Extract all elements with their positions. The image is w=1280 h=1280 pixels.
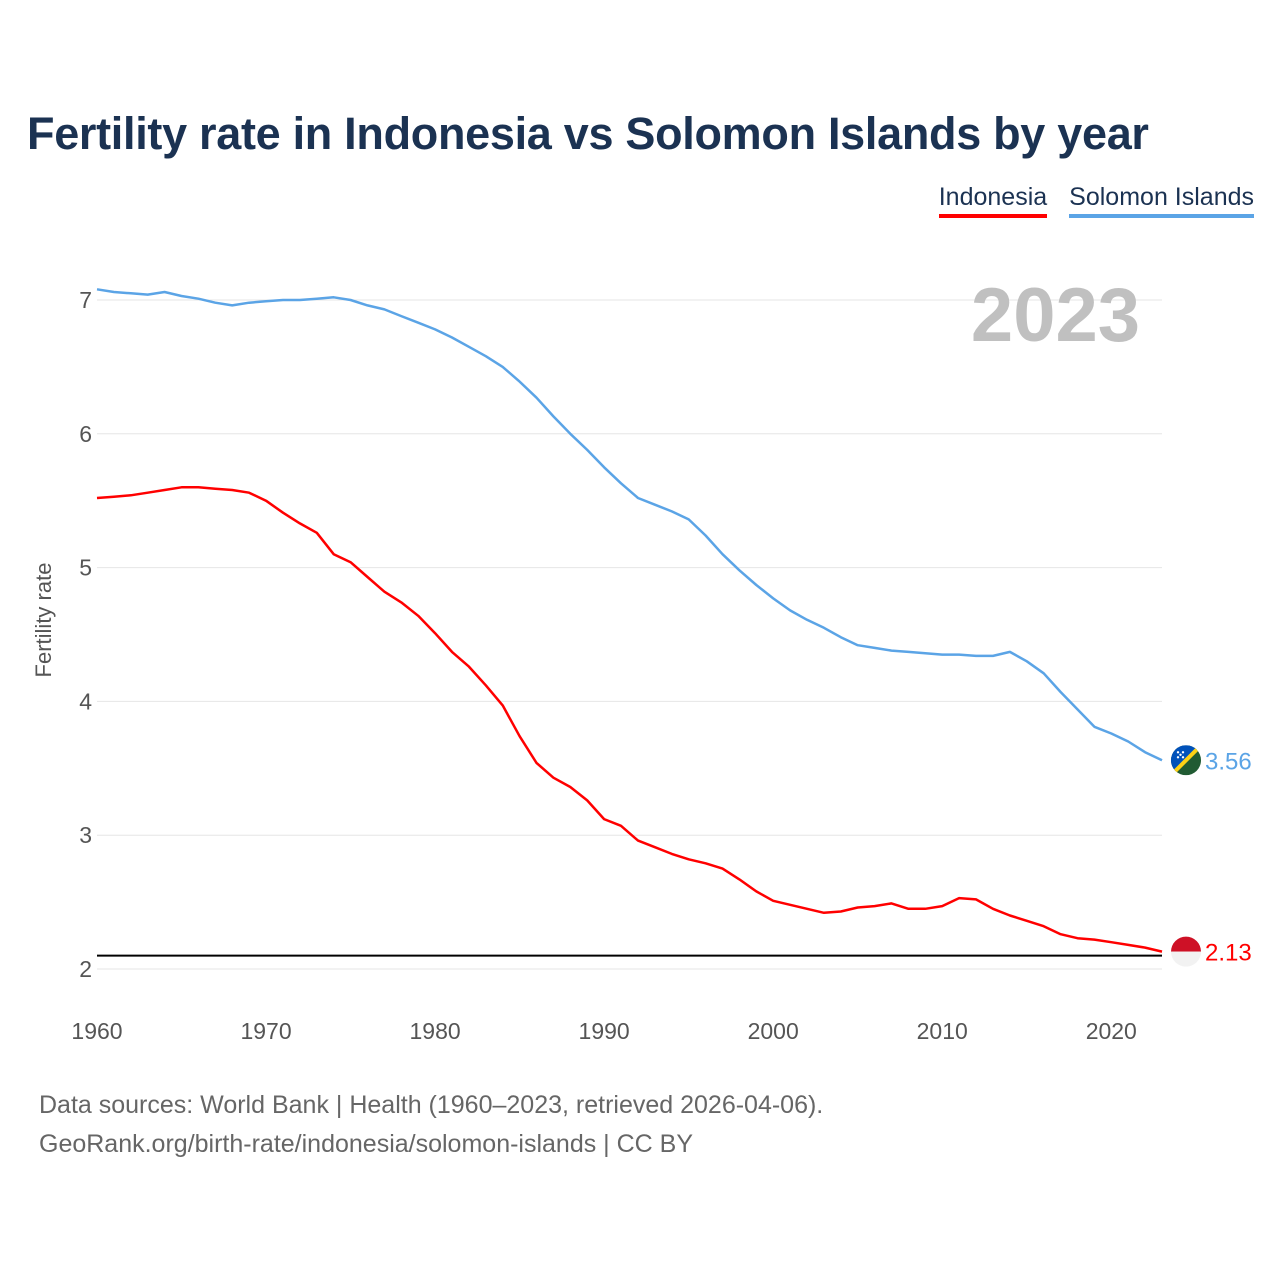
x-tick-label: 1980 [410, 1018, 461, 1044]
legend-item-solomon-islands[interactable]: Solomon Islands [1069, 183, 1254, 218]
attribution-link[interactable]: GeoRank.org/birth-rate/indonesia/solomon… [39, 1130, 694, 1158]
x-tick-label: 2000 [748, 1018, 799, 1044]
y-tick-label: 2 [79, 956, 92, 982]
solomon-islands-flag-icon [1171, 745, 1201, 776]
series-line-solomon-islands [96, 288, 1163, 762]
legend-item-indonesia[interactable]: Indonesia [938, 183, 1048, 218]
x-tick-label: 1970 [240, 1018, 291, 1044]
series-line-indonesia [96, 486, 1163, 953]
legend: Indonesia Solomon Islands [938, 183, 1254, 218]
x-tick-label: 2020 [1086, 1018, 1137, 1044]
big-year-label: 2023 [971, 273, 1140, 358]
footer: Data sources: World Bank | Health (1960–… [39, 1086, 823, 1164]
y-tick-label: 5 [79, 555, 92, 581]
x-tick-label: 1960 [71, 1018, 122, 1044]
y-tick-label: 7 [79, 287, 92, 313]
series-lines [96, 288, 1163, 953]
y-tick-labels: 2 3 4 5 6 7 [79, 287, 92, 982]
y-tick-label: 6 [79, 421, 92, 447]
y-tick-label: 3 [79, 822, 92, 848]
x-tick-labels: 1960 1970 1980 1990 2000 2010 2020 [71, 1018, 1136, 1044]
gridlines [97, 299, 1162, 970]
data-source-text: Data sources: World Bank | Health (1960–… [39, 1091, 824, 1119]
y-axis-title: Fertility rate [31, 563, 56, 678]
end-value-label: 2.13 [1205, 940, 1252, 967]
end-value-label: 3.56 [1205, 748, 1252, 775]
chart-title: Fertility rate in Indonesia vs Solomon I… [27, 108, 1149, 159]
indonesia-flag-icon [1171, 936, 1201, 967]
x-tick-label: 2010 [917, 1018, 968, 1044]
y-tick-label: 4 [79, 688, 92, 714]
x-tick-label: 1990 [579, 1018, 630, 1044]
end-markers: 2.13 3.56 [1171, 745, 1252, 967]
